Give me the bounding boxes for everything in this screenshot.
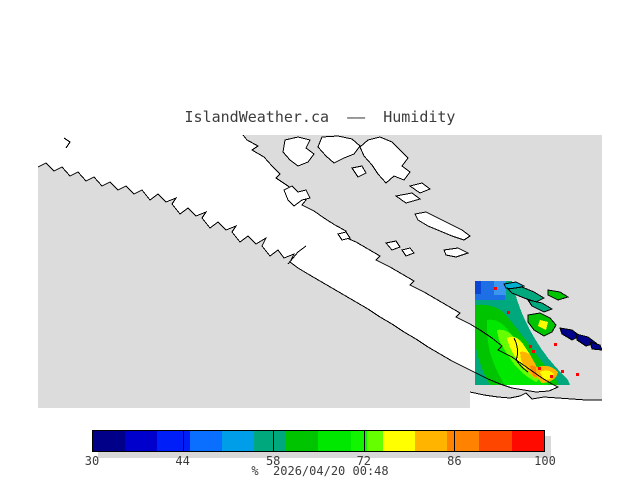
weather-station-dot [507,311,510,314]
colorbar [92,430,545,452]
colorbar-segment-35-40 [125,431,158,451]
colorbar-tick-label-44: 44 [175,454,190,468]
hornby-island [401,247,415,257]
weather-station-dot [576,373,579,376]
colorbar-segment-65-70 [318,431,351,451]
colorbar-segment-95-100 [511,431,544,451]
buttle-lake [283,185,311,207]
strait-islands [385,211,471,258]
colorbar-tick-label-72: 72 [356,454,372,468]
colorbar-segment-90-95 [479,431,512,451]
contour-blue-dark [475,281,481,294]
station-markers [494,287,579,378]
colorbar-segment-40-45 [157,431,190,451]
colorbar-tick-label-30: 30 [84,454,100,468]
colorbar-segment-50-55 [221,431,255,451]
colorbar-tick-line-86 [453,431,455,451]
island-teal-2 [526,299,554,313]
olympic-coastline [469,391,602,401]
alberni-inlet [287,245,307,265]
inland-details [63,137,529,373]
colorbar-tick-line-72 [363,431,365,451]
navy-island-1 [559,327,581,341]
colorbar-segment-60-65 [286,431,319,451]
weather-station-dot [554,343,557,346]
gulf-islands-colored [503,281,602,351]
weather-station-dot [494,287,497,290]
colorbar-tick-label-86: 86 [447,454,462,468]
colorbar-segment-72.5-75 [366,431,383,451]
colorbar-tick-line-44 [183,431,185,451]
colorbar-segment-55-60 [254,431,287,451]
weather-station-dot [550,375,553,378]
weather-station-dot [532,350,535,353]
colorbar-segment-85-90 [447,431,480,451]
colorbar-segment-70-72.5 [350,431,367,451]
contour-blue-light [494,281,506,295]
colorbar-tick-label-58: 58 [265,454,281,468]
north-inlet-hook [63,137,71,149]
colorbar-tick-line-58 [273,431,275,451]
weather-station-dot [538,367,541,370]
vancouver-island-coastline [38,135,560,393]
lasqueti-island [443,247,470,258]
island-green-sliver [547,289,570,301]
chart-title: IslandWeather.ca —— Humidity [184,108,456,126]
colorbar-segment-80-85 [415,431,448,451]
small-lake [337,231,351,241]
weather-station-dot [561,370,564,373]
colorbar-segment-75-80 [382,431,416,451]
saanich-inlet [513,337,529,373]
navy-island-3 [589,341,602,351]
colorbar-tick-label-100: 100 [534,454,556,468]
olympic-peninsula [470,392,602,408]
colorbar-tick-labels: 30 44 58 72 86 100 [0,454,640,468]
saltspring-yellow-spot [538,320,548,330]
mainland-islands [282,135,432,204]
colorbar-segment-45-50 [189,431,222,451]
island-teal-1 [506,286,546,303]
denman-island [385,240,401,251]
weather-station-dot [529,345,532,348]
vancouver-island [38,135,558,392]
colorbar-segment-30-35 [93,431,126,451]
colorbar-caption: % 2026/04/20 00:48 [251,464,389,478]
texada-island [414,211,471,241]
